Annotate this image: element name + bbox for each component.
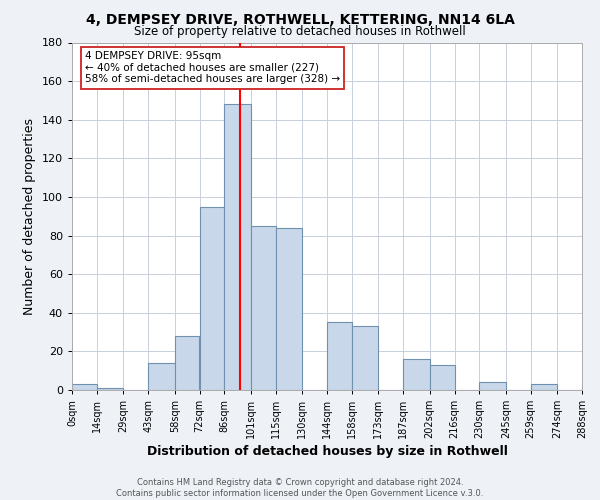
X-axis label: Distribution of detached houses by size in Rothwell: Distribution of detached houses by size … (146, 446, 508, 458)
Bar (403, 359, 430, 390)
Bar (224, 104, 251, 390)
Bar (251, 226, 275, 390)
Bar (582, 384, 600, 390)
Y-axis label: Number of detached properties: Number of detached properties (23, 118, 36, 315)
Text: 4, DEMPSEY DRIVE, ROTHWELL, KETTERING, NN14 6LA: 4, DEMPSEY DRIVE, ROTHWELL, KETTERING, N… (86, 12, 514, 26)
Text: Size of property relative to detached houses in Rothwell: Size of property relative to detached ho… (134, 25, 466, 38)
Bar (479, 382, 506, 390)
Bar (72, 384, 97, 390)
Bar (530, 384, 557, 390)
Text: Contains HM Land Registry data © Crown copyright and database right 2024.
Contai: Contains HM Land Registry data © Crown c… (116, 478, 484, 498)
Bar (148, 363, 175, 390)
Bar (327, 322, 352, 390)
Bar (199, 206, 224, 390)
Bar (430, 365, 455, 390)
Text: 4 DEMPSEY DRIVE: 95sqm
← 40% of detached houses are smaller (227)
58% of semi-de: 4 DEMPSEY DRIVE: 95sqm ← 40% of detached… (85, 51, 340, 84)
Bar (175, 336, 199, 390)
Bar (275, 228, 302, 390)
Bar (352, 326, 379, 390)
Bar (97, 388, 124, 390)
